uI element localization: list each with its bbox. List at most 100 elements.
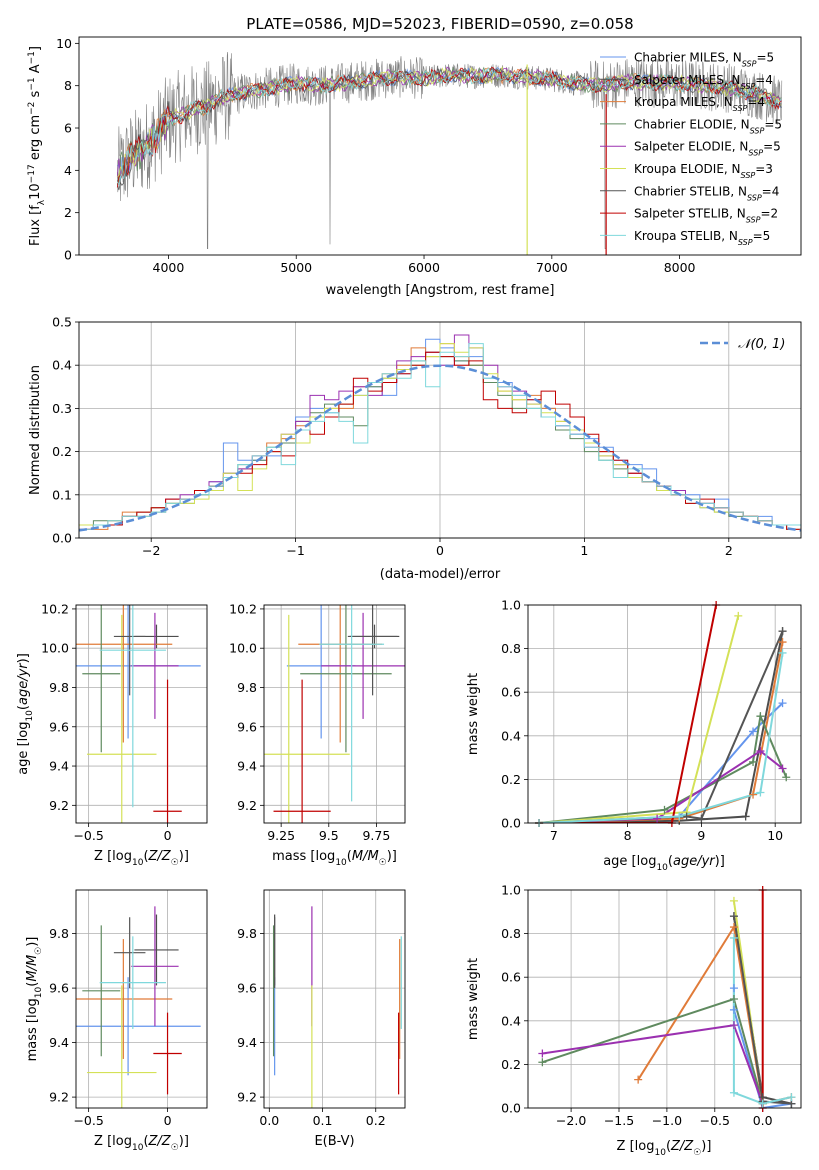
- mass-vs-z-ylabel-part: M/M: [25, 955, 40, 982]
- age-vs-mass-panel: 9.25 9.5 9.75 9.2 9.4 9.6 9.8 10.0 10.2: [229, 601, 406, 843]
- mass-weight-vs-age-xlabel-part: (: [668, 854, 673, 869]
- x-tick-label: 8: [624, 828, 632, 843]
- y-tick-label: 9.6: [237, 981, 257, 996]
- mass-vs-z-ylabel-part: )]: [25, 937, 40, 947]
- spectrum-panel: 4000 5000 6000 7000 8000 0 2 4 6 8 10: [56, 36, 802, 275]
- mass-vs-z-ylabel-part: (: [25, 982, 40, 987]
- legend-entry: Salpeter STELIB, NSSP=2: [634, 207, 778, 225]
- x-tick-label: 0: [164, 1113, 172, 1128]
- y-tick-label: 0.8: [501, 641, 521, 656]
- spectrum-plot-area: [116, 51, 783, 255]
- legend-nssp-value: =5: [764, 117, 782, 131]
- legend-ssp-sub: SSP: [733, 104, 748, 113]
- spectrum-ylabel-part: −17: [27, 164, 37, 183]
- legend-ssp-sub: SSP: [746, 215, 761, 224]
- weight-marker: [749, 757, 758, 766]
- y-tick-label: 10: [56, 36, 72, 51]
- x-tick-label: 10: [767, 828, 783, 843]
- mass-vs-ebv-xlabel: E(B-V): [314, 1134, 354, 1149]
- mass-weight-vs-z-xlabel-part: )]: [701, 1139, 711, 1154]
- spectrum-ylabel-part: s: [28, 90, 43, 101]
- mass-weight-vs-z-xlabel-part: Z/Z: [670, 1139, 694, 1154]
- y-tick-label: 0.6: [501, 970, 521, 985]
- x-tick-label: 4000: [153, 260, 185, 275]
- legend-nssp-value: =2: [760, 207, 778, 221]
- legend-ssp-sub: SSP: [741, 81, 756, 90]
- mass-vs-z-xlabel-part: )]: [179, 1134, 189, 1149]
- weight-marker: [778, 638, 787, 647]
- legend-entry: Kroupa ELODIE, NSSP=3: [634, 162, 773, 180]
- residuals-frame: [78, 321, 802, 539]
- spectrum-ylabel-part: λ: [37, 199, 47, 205]
- mass-weight-vs-z-panel: −2.0 −1.5 −1.0 −0.5 0.0 0.0 0.2 0.4 0.6 0.8 1.0: [501, 883, 802, 1128]
- legend-nssp-value: =4: [747, 95, 765, 109]
- mass-weight-vs-z-xlabel-part: (: [666, 1139, 671, 1154]
- mass-vs-z-ylabel-part: ☉: [34, 947, 44, 955]
- weight-marker: [734, 611, 743, 620]
- figure-title: PLATE=0586, MJD=52023, FIBERID=0590, z=0…: [246, 15, 633, 33]
- age-vs-mass-xlabel-part: ☉: [379, 858, 387, 868]
- x-tick-label: −0.5: [700, 1113, 730, 1128]
- spectrum-ylabel: Flux [fλ10−17 erg cm−2 s−1 A−1]: [27, 46, 47, 246]
- residuals-plot-area: [79, 334, 801, 538]
- model-spectrum-salpeter-stelib: [116, 66, 782, 188]
- mass-vs-ebv-plot-area: [272, 906, 402, 1108]
- y-tick-label: 9.8: [237, 926, 257, 941]
- x-tick-label: 0: [436, 543, 444, 558]
- legend-nssp-value: =4: [755, 73, 773, 87]
- x-tick-label: −0.5: [73, 828, 103, 843]
- y-tick-label: 9.6: [49, 981, 69, 996]
- mass-weight-vs-age-ylabel: mass weight: [466, 673, 481, 755]
- x-tick-label: 0: [164, 828, 172, 843]
- model-spectrum-kroupa-stelib: [116, 67, 782, 186]
- spectrum-ylabel-part: A: [28, 64, 43, 77]
- weight-marker: [782, 773, 791, 782]
- weight-marker: [660, 805, 669, 814]
- legend-entry: Salpeter ELODIE, NSSP=5: [634, 140, 781, 158]
- y-tick-label: 9.2: [49, 798, 69, 813]
- legend-entry: Salpeter MILES, NSSP=4: [634, 73, 773, 91]
- weight-marker: [778, 648, 787, 657]
- age-vs-z-ylabel-part: (: [16, 705, 31, 710]
- mass-weight-vs-age-plot-area: [538, 605, 788, 823]
- mass-vs-z-xlabel-part: 10: [132, 1143, 144, 1153]
- age-vs-z-xlabel-part: Z/Z: [148, 849, 172, 864]
- age-vs-mass-frame: [263, 604, 406, 824]
- y-tick-label: 0.3: [52, 401, 72, 416]
- weight-marker: [756, 747, 765, 756]
- weight-marker: [741, 812, 750, 821]
- mass-weight-vs-z-plot-area: [542, 890, 792, 1108]
- y-tick-label: 0.4: [501, 1013, 521, 1028]
- mass-vs-z-xlabel-part: Z [log: [94, 1134, 132, 1149]
- weight-marker: [682, 812, 691, 821]
- legend-entry: Chabrier ELODIE, NSSP=5: [634, 117, 782, 135]
- y-tick-label: 2: [64, 205, 72, 220]
- legend-entry: Chabrier STELIB, NSSP=4: [634, 184, 779, 202]
- normal-distribution-curve: [79, 364, 801, 532]
- weight-line-chabrier-stelib: [539, 630, 784, 823]
- residuals-xlabel: (data-model)/error: [380, 567, 501, 582]
- x-tick-label: 1: [580, 543, 588, 558]
- mass-vs-z-ylabel-part: 10: [34, 986, 44, 998]
- x-tick-label: 7: [550, 828, 558, 843]
- legend-model-name: Kroupa MILES, N: [634, 95, 733, 109]
- age-vs-mass-xlabel: mass [log10(M/M☉)]: [272, 849, 397, 868]
- spectrum-xlabel: wavelength [Angstrom, rest frame]: [326, 283, 555, 298]
- weight-line-chabrier-elodie: [538, 712, 788, 823]
- age-vs-z-ylabel-part: age/yr: [16, 662, 31, 705]
- weight-marker: [778, 764, 787, 773]
- y-tick-label: 0.4: [52, 358, 72, 373]
- y-tick-label: 4: [64, 163, 72, 178]
- mass-vs-z-xlabel-part: ☉: [171, 1143, 179, 1153]
- legend-entry: Chabrier MILES, NSSP=5: [634, 51, 774, 69]
- mass-vs-z-ylabel-part: mass [log: [25, 998, 40, 1061]
- mass-vs-z-xlabel: Z [log10(Z/Z☉)]: [94, 1134, 189, 1153]
- x-tick-label: 7000: [536, 260, 568, 275]
- y-tick-label: 1.0: [501, 598, 521, 613]
- legend-nssp-value: =3: [755, 162, 773, 176]
- y-tick-label: 0.0: [501, 816, 521, 831]
- age-vs-z-ylabel-part: 10: [25, 710, 35, 722]
- x-tick-label: 9.5: [319, 828, 339, 843]
- x-tick-label: −1.5: [604, 1113, 634, 1128]
